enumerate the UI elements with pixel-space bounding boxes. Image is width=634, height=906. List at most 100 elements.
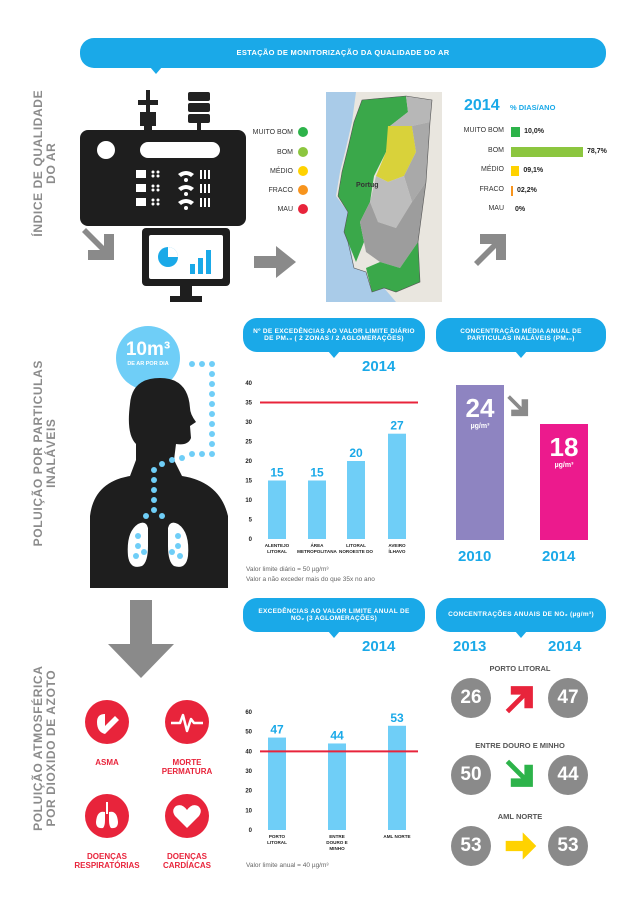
category-label: LITORAL bbox=[346, 543, 366, 548]
bar-value-label: 44 bbox=[330, 728, 344, 742]
y-tick-label: 50 bbox=[245, 730, 252, 736]
category-label: AVEIRO bbox=[388, 543, 406, 548]
pm-concentration-pill: CONCENTRAÇÃO MÉDIA ANUAL DE PARTICULAS I… bbox=[436, 318, 606, 358]
region-name: ENTRE DOURO E MINHO bbox=[475, 741, 565, 750]
concentration-value: 18 bbox=[549, 431, 579, 462]
category-label: METROPOLITANA bbox=[297, 549, 337, 554]
pct-value-label: 09,1% bbox=[523, 167, 544, 174]
human-breathing-icon bbox=[90, 361, 228, 588]
y-tick-label: 0 bbox=[249, 828, 253, 834]
air-volume-sub: DE AR POR DIA bbox=[127, 361, 169, 367]
air-volume: 10m³ bbox=[125, 339, 171, 360]
header-banner: ESTAÇÃO DE MONITORIZAÇÃO DA QUALIDADE DO… bbox=[80, 38, 606, 74]
value-2014-circle: 44 bbox=[548, 755, 588, 795]
arrow-right-icon bbox=[254, 246, 296, 278]
side-label-no2: POLUIÇÃO ATMOSFÉRICA POR DIOXIDO DE AZOT… bbox=[30, 665, 58, 831]
pm-note-2: Valor a não exceder mais do que 35x no a… bbox=[246, 576, 375, 583]
concentration-value: 24 bbox=[465, 393, 495, 423]
category-label: ALENTEJO bbox=[265, 543, 290, 548]
category-label: DOURO E bbox=[326, 840, 347, 845]
pct-category-label: BOM bbox=[488, 146, 504, 154]
pm-exceedance-title: Nº DE EXCEDÊNCIAS AO VALOR LIMITE DIÁRIO… bbox=[253, 327, 415, 342]
legend-item: MAU bbox=[238, 204, 308, 214]
concentration-unit: µg/m³ bbox=[554, 461, 574, 469]
trend-up-icon bbox=[505, 686, 533, 714]
bar bbox=[308, 480, 326, 539]
category-label: ENTRE bbox=[329, 834, 345, 839]
pct-category-label: MAU bbox=[488, 205, 504, 212]
heart-icon bbox=[173, 805, 201, 828]
legend-item: FRACO bbox=[238, 185, 308, 195]
value-2014-circle: 47 bbox=[548, 678, 588, 718]
pm-exceedance-pill: Nº DE EXCEDÊNCIAS AO VALOR LIMITE DIÁRIO… bbox=[243, 318, 425, 358]
side-label-particles: POLUIÇÃO POR PARTICULAS INALÁVEIS bbox=[30, 360, 58, 547]
pct-category-label: MUITO BOM bbox=[463, 127, 504, 134]
bar-value-label: 15 bbox=[310, 466, 324, 480]
pct-value-label: 02,2% bbox=[517, 186, 537, 194]
pill-tail bbox=[515, 351, 527, 358]
effect-label-cardiac: DOENÇAS CARDÍACAS bbox=[163, 852, 211, 871]
heartbeat-icon bbox=[171, 713, 203, 733]
y-tick-label: 15 bbox=[245, 479, 252, 485]
bar-value-label: 20 bbox=[349, 446, 363, 460]
bar-value-label: 27 bbox=[390, 419, 404, 433]
trend-down-icon bbox=[505, 759, 533, 787]
bar bbox=[268, 737, 286, 830]
legend-dot bbox=[298, 185, 308, 195]
legend-item: BOM bbox=[238, 147, 308, 157]
y-tick-label: 0 bbox=[249, 537, 253, 543]
banner-tail bbox=[150, 67, 162, 74]
y-tick-label: 35 bbox=[245, 401, 252, 407]
category-label: DE LISBOA bbox=[304, 555, 330, 556]
monitor-icon bbox=[142, 228, 230, 302]
bar-value-label: 53 bbox=[390, 711, 404, 725]
legend-dot bbox=[298, 127, 308, 137]
effect-label-respiratory: DOENÇAS RESPIRATÓRIAS bbox=[74, 852, 140, 871]
pm-year: 2014 bbox=[362, 358, 396, 375]
category-label: AML NORTE bbox=[383, 834, 410, 839]
pct-bar bbox=[511, 166, 520, 176]
legend-item: MUITO BOM bbox=[238, 127, 308, 137]
concentration-year: 2014 bbox=[542, 548, 576, 565]
category-label: MINHO bbox=[329, 846, 345, 851]
concentration-bar: 24 µg/m³ bbox=[456, 385, 504, 540]
premature-death-icon-circle bbox=[165, 700, 209, 744]
category-label: LITORAL bbox=[267, 840, 287, 845]
y-tick-label: 40 bbox=[245, 381, 252, 387]
bar-value-label: 15 bbox=[270, 466, 284, 480]
portugal-map[interactable]: Portug bbox=[326, 92, 442, 302]
pm-exceedance-chart: 051015202530354015ALENTEJOLITORAL15ÁREAM… bbox=[245, 381, 418, 556]
y-tick-label: 5 bbox=[249, 518, 253, 524]
y-tick-label: 20 bbox=[245, 459, 252, 465]
trend-arrow bbox=[505, 686, 533, 714]
arrow-up-right-icon bbox=[474, 234, 506, 266]
header-title: ESTAÇÃO DE MONITORIZAÇÃO DA QUALIDADE DO… bbox=[236, 47, 450, 57]
legend-item: MÉDIO bbox=[238, 166, 308, 176]
cardiac-icon-circle bbox=[165, 794, 209, 838]
s1-year: 2014 bbox=[464, 97, 500, 114]
pct-category-label: FRACO bbox=[479, 185, 505, 193]
elbow-icon bbox=[97, 714, 119, 734]
pct-bar bbox=[511, 127, 521, 137]
monitoring-station-icon bbox=[80, 90, 246, 226]
y-tick-label: 30 bbox=[245, 420, 252, 426]
legend-dot bbox=[298, 147, 308, 157]
y-tick-label: 20 bbox=[245, 789, 252, 795]
value-2013-circle: 50 bbox=[451, 755, 491, 795]
no2-exceedance-pill: EXCEDÊNCIAS AO VALOR LIMITE ANUAL DE NO₂… bbox=[243, 598, 425, 638]
legend-dot bbox=[298, 166, 308, 176]
effect-label-death: MORTE PERMATURA bbox=[161, 758, 213, 777]
value-2014-circle: 53 bbox=[548, 826, 588, 866]
category-label: ÍLHAVO bbox=[388, 547, 405, 554]
pct-value-label: 0% bbox=[515, 206, 526, 213]
bar bbox=[388, 433, 406, 539]
no2-year: 2014 bbox=[362, 638, 396, 655]
no2-annual-title: CONCENTRAÇÕES ANUAIS DE NO₂ (µg/m³) bbox=[448, 611, 594, 619]
no2-note: Valor limite anual = 40 µg/m³ bbox=[246, 862, 329, 869]
arrow-down-icon bbox=[108, 600, 174, 678]
y-tick-label: 40 bbox=[245, 749, 252, 755]
concentration-year: 2010 bbox=[458, 548, 492, 565]
bar bbox=[268, 480, 286, 539]
pct-bar bbox=[511, 146, 583, 157]
category-label: LITORAL bbox=[267, 549, 287, 554]
